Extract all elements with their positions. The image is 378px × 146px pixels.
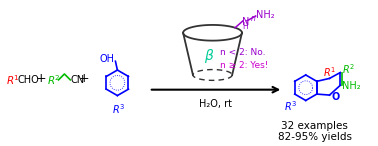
Text: $R^3$: $R^3$ <box>112 102 125 116</box>
Text: +: + <box>36 72 46 85</box>
Text: n ≥ 2: Yes!: n ≥ 2: Yes! <box>220 61 269 70</box>
Text: 32 examples: 32 examples <box>281 121 348 131</box>
Text: $R^3$: $R^3$ <box>284 99 297 113</box>
Text: +: + <box>79 72 89 85</box>
Text: $R^2$: $R^2$ <box>342 63 355 77</box>
Text: β: β <box>204 49 213 63</box>
Text: H₂O, rt: H₂O, rt <box>199 99 232 110</box>
Text: n < 2: No.: n < 2: No. <box>220 48 266 57</box>
Text: $R^2$: $R^2$ <box>47 73 60 87</box>
Text: CN: CN <box>70 75 84 85</box>
Text: O: O <box>332 92 340 102</box>
Text: OH: OH <box>99 54 115 64</box>
Text: N: N <box>242 17 249 27</box>
Text: $R^1$: $R^1$ <box>323 66 336 79</box>
Text: NH₂: NH₂ <box>256 10 274 20</box>
Text: CHO: CHO <box>17 75 39 85</box>
Text: $R^1$: $R^1$ <box>6 73 20 87</box>
Text: H: H <box>242 22 248 31</box>
Text: NH₂: NH₂ <box>342 81 361 91</box>
Text: 82-95% yields: 82-95% yields <box>277 132 352 142</box>
Text: n: n <box>251 14 256 23</box>
